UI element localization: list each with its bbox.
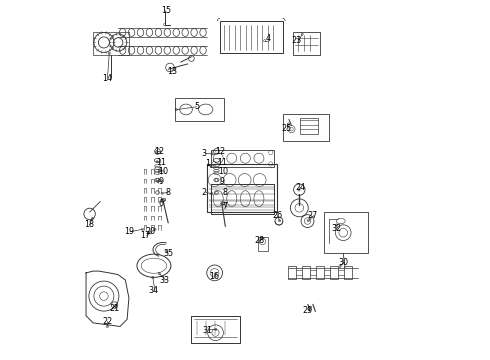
- Text: 9: 9: [158, 177, 164, 186]
- Text: 8: 8: [223, 188, 228, 197]
- Text: 31: 31: [202, 325, 213, 334]
- Bar: [300, 118, 318, 134]
- Text: 30: 30: [338, 258, 348, 267]
- Text: 15: 15: [161, 6, 172, 15]
- Text: 35: 35: [163, 249, 173, 258]
- Text: 3: 3: [201, 149, 206, 158]
- Text: 23: 23: [292, 36, 302, 45]
- Text: 6: 6: [159, 199, 164, 208]
- Bar: [288, 266, 296, 279]
- Text: 8: 8: [166, 188, 171, 197]
- Text: 34: 34: [149, 286, 159, 295]
- Text: 25: 25: [281, 124, 291, 133]
- Text: 14: 14: [102, 74, 113, 83]
- Bar: [258, 237, 268, 251]
- Bar: [302, 266, 310, 279]
- Text: 12: 12: [215, 147, 225, 156]
- Text: 1: 1: [205, 159, 210, 168]
- Text: 24: 24: [295, 183, 305, 192]
- Text: 17: 17: [140, 231, 150, 240]
- Text: 27: 27: [308, 211, 318, 220]
- Text: 7: 7: [223, 202, 228, 211]
- Bar: [192, 316, 240, 342]
- Text: 13: 13: [167, 67, 177, 76]
- Text: 4: 4: [266, 35, 270, 44]
- Text: 20: 20: [145, 227, 155, 236]
- Text: 11: 11: [156, 158, 166, 167]
- Bar: [316, 266, 324, 279]
- Text: 21: 21: [110, 304, 120, 313]
- Text: 26: 26: [272, 211, 282, 220]
- Bar: [175, 98, 223, 121]
- Text: 32: 32: [331, 224, 341, 233]
- Text: 16: 16: [210, 272, 220, 281]
- Bar: [220, 21, 283, 53]
- Bar: [293, 32, 320, 55]
- Text: 29: 29: [302, 306, 313, 315]
- Text: 5: 5: [194, 102, 199, 111]
- Bar: [283, 114, 329, 141]
- Text: 2: 2: [201, 188, 206, 197]
- Text: 12: 12: [154, 147, 164, 156]
- Text: 11: 11: [217, 158, 227, 167]
- Text: 28: 28: [254, 236, 264, 245]
- Bar: [207, 164, 277, 212]
- Text: 10: 10: [158, 167, 168, 176]
- Text: 22: 22: [102, 316, 113, 325]
- Text: 33: 33: [160, 275, 170, 284]
- Bar: [93, 32, 129, 55]
- Bar: [343, 266, 352, 279]
- Bar: [211, 150, 273, 167]
- Text: 18: 18: [85, 220, 95, 229]
- Bar: [330, 266, 338, 279]
- Text: 10: 10: [219, 167, 228, 176]
- Text: 9: 9: [219, 177, 224, 186]
- Bar: [323, 212, 368, 253]
- Text: 19: 19: [124, 227, 134, 236]
- Bar: [211, 184, 273, 214]
